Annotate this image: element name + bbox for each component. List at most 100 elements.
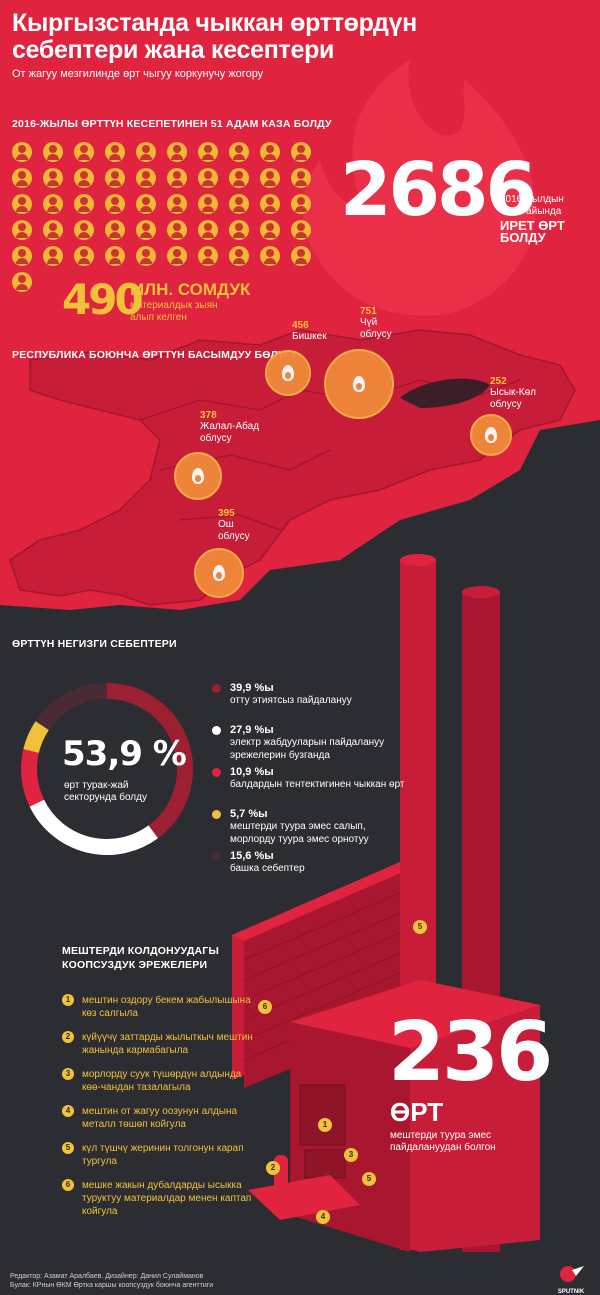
marker-jalal-abad: [174, 452, 222, 500]
donut-slice: [106, 683, 193, 839]
rule-number: 6: [62, 1179, 74, 1191]
person-icon: [167, 142, 187, 162]
stove-fires-caption: мештерди туура эмес пайдалануудан болгон: [390, 1130, 496, 1154]
person-icon: [291, 246, 311, 266]
damage-unit: МЛН. СОМДУК: [130, 280, 251, 299]
cause-color-dot: [212, 852, 221, 861]
person-icon: [167, 194, 187, 214]
marker-chui: [324, 349, 394, 419]
person-icon: [229, 168, 249, 188]
rules-heading-line2: КООПСУЗДУК ЭРЕЖЕЛЕРИ: [62, 959, 208, 971]
person-icon: [260, 246, 280, 266]
region-label-jalal-abad: 378 Жалал-Абад облусу: [200, 410, 260, 445]
damage-line1: материалдык зыян: [130, 300, 218, 311]
person-icon: [198, 246, 218, 266]
person-icon: [136, 194, 156, 214]
region-name: Жалал-Абад облусу: [200, 421, 260, 444]
person-icon: [260, 142, 280, 162]
rule-text: күйүүчү заттарды жылыткыч мештин жанында…: [82, 1032, 253, 1056]
region-value: 456: [292, 320, 309, 331]
rule-number: 2: [62, 1031, 74, 1043]
donut-caption-line1: өрт турак-жай: [64, 780, 129, 791]
cause-description: балдардын тентектигинен чыккан өрт: [230, 779, 405, 790]
region-name: Бишкек: [292, 331, 327, 342]
person-icon: [136, 246, 156, 266]
stove-fires-line2: пайдалануудан болгон: [390, 1142, 496, 1153]
damage-number: 490: [62, 275, 144, 324]
rule-text: мештин оздору бекем жабылышына көз салгы…: [82, 995, 251, 1019]
cause-color-dot: [212, 768, 221, 777]
furnace-badge: 6: [258, 1000, 272, 1014]
marker-issyk-kul: [470, 414, 512, 456]
donut-slice: [21, 749, 45, 807]
causes-donut-chart: [21, 683, 193, 855]
region-label-issyk-kul: 252 Ысык-Көл облусу: [490, 376, 550, 411]
person-icon: [136, 220, 156, 240]
credits-line2: Булак: КРнын ӨКМ Өртка каршы коопсуздук …: [10, 1282, 214, 1289]
fires-total-number: 2686: [340, 147, 537, 233]
person-icon: [229, 246, 249, 266]
person-icon: [12, 142, 32, 162]
credits-line1: Редактор: Азамат Аралбаев. Дизайнер: Дан…: [10, 1273, 204, 1280]
person-icon: [229, 194, 249, 214]
furnace-badge: 4: [316, 1210, 330, 1224]
person-icon: [291, 220, 311, 240]
person-icon: [198, 194, 218, 214]
donut-slice: [23, 721, 50, 754]
marker-bishkek: [265, 350, 311, 396]
page-subtitle: От жагуу мезгилинде өрт чыгуу коркунучу …: [12, 68, 264, 80]
stove-rules-heading: МЕШТЕРДИ КОЛДОНУУДАГЫ КООПСУЗДУК ЭРЕЖЕЛЕ…: [62, 944, 219, 972]
flame-icon: [192, 468, 204, 484]
logo-text: SPUTNIK: [557, 1289, 585, 1295]
rule-text: мешке жакын дубалдарды ысыкка туруктуу м…: [82, 1180, 252, 1217]
person-icon: [74, 194, 94, 214]
person-icon: [74, 220, 94, 240]
cause-item: 39,9 %ы отту этиятсыз пайдалануу: [212, 682, 412, 707]
cause-description: электр жабдууларын пайдалануу эрежелерин…: [230, 737, 385, 761]
person-icon: [105, 220, 125, 240]
region-name: Ысык-Көл облусу: [490, 387, 536, 410]
furnace-badge: 2: [266, 1161, 280, 1175]
causes-heading: ӨРТТҮН НЕГИЗГИ СЕБЕПТЕРИ: [12, 638, 177, 650]
rule-number: 4: [62, 1105, 74, 1117]
person-icon: [136, 142, 156, 162]
person-icon: [136, 168, 156, 188]
person-icon: [74, 142, 94, 162]
region-value: 395: [218, 508, 235, 519]
region-value: 751: [360, 306, 377, 317]
person-icon: [198, 168, 218, 188]
cause-percent: 5,7 %ы: [230, 808, 268, 820]
furnace-badge: 1: [318, 1118, 332, 1132]
damage-line2: алып келген: [130, 312, 187, 323]
regions-heading: РЕСПУБЛИКА БОЮНЧА ӨРТТҮН БАСЫМДУУ БӨЛҮГҮ: [12, 349, 297, 361]
person-icon: [167, 168, 187, 188]
stove-rules-list: 1 мештин оздору бекем жабылышына көз салг…: [62, 994, 262, 1234]
people-grid: [12, 142, 332, 292]
person-icon: [167, 220, 187, 240]
credits: Редактор: Азамат Аралбаев. Дизайнер: Дан…: [10, 1272, 213, 1290]
person-icon: [167, 246, 187, 266]
person-icon: [229, 220, 249, 240]
cause-description: мештерди туура эмес салып, морлорду туур…: [230, 821, 369, 845]
fires-caption-line1: 2016-жылдын: [500, 194, 564, 205]
person-icon: [12, 168, 32, 188]
person-icon: [43, 168, 63, 188]
person-icon: [198, 220, 218, 240]
region-value: 378: [200, 410, 217, 421]
region-label-bishkek: 456 Бишкек: [292, 320, 327, 343]
person-icon: [291, 142, 311, 162]
page-title: Кыргызстанда чыккан өрттөрдүн себептери …: [12, 9, 417, 64]
person-icon: [291, 168, 311, 188]
cause-item: 10,9 %ы балдардын тентектигинен чыккан өр…: [212, 766, 412, 791]
person-icon: [105, 246, 125, 266]
person-icon: [260, 220, 280, 240]
furnace-illustration: [232, 554, 540, 1252]
person-icon: [74, 246, 94, 266]
person-icon: [260, 168, 280, 188]
person-icon: [43, 142, 63, 162]
stove-fires-label: ӨРТ: [390, 1097, 444, 1127]
fires-caption-line2: тогуз айында: [500, 206, 562, 217]
flame-icon: [485, 427, 497, 443]
flame-icon: [282, 365, 294, 381]
region-name: Чүй облусу: [360, 317, 392, 340]
